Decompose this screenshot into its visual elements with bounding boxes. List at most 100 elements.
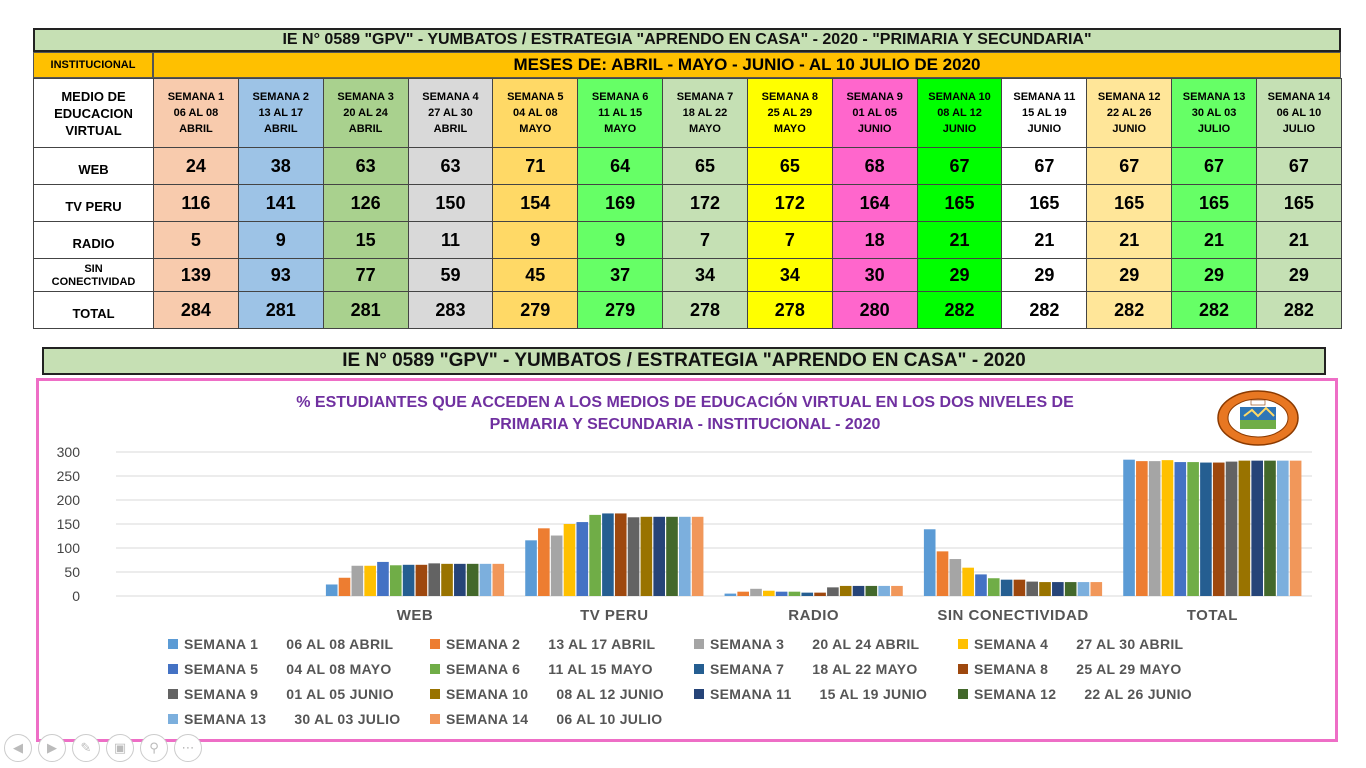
week-header-12: SEMANA 12 22 AL 26 JUNIO (1086, 78, 1173, 148)
legend-row: SEMANA 9 01 AL 05 JUNIO SEMANA 10 08 AL 12 … (168, 686, 1328, 711)
bar-web-semana-14 (492, 563, 505, 596)
x-category-label: SIN CONECTIVIDAD (937, 607, 1088, 624)
legend-series-range: 22 AL 26 JUNIO (1084, 686, 1193, 702)
bar-total-semana-10 (1238, 460, 1251, 596)
legend-row: SEMANA 13 30 AL 03 JULIO SEMANA 14 06 AL 10… (168, 711, 1328, 736)
table-cell: 154 (492, 184, 579, 222)
bar-web-semana-2 (338, 577, 351, 596)
legend-swatch (430, 664, 440, 674)
week-month: JULIO (1197, 123, 1231, 135)
bar-radio-semana-14 (891, 585, 903, 596)
chart-section-title: IE N° 0589 "GPV" - YUMBATOS / ESTRATEGIA… (42, 347, 1326, 375)
bar-radio-semana-8 (814, 592, 826, 596)
week-month: JUNIO (1112, 123, 1147, 135)
legend-entry: SEMANA 8 25 AL 29 MAYO (958, 661, 1182, 677)
table-cell: 165 (1086, 184, 1173, 222)
week-header-7: SEMANA 7 18 AL 22 MAYO (662, 78, 748, 148)
legend-swatch (430, 639, 440, 649)
table-row: TOTAL 284 281 281 283 279 279 278 278 280 282 282 28… (33, 291, 1342, 329)
table-cell: 67 (1086, 147, 1173, 185)
bar-web-semana-11 (454, 563, 466, 596)
legend-series-range: 18 AL 22 MAYO (812, 661, 918, 677)
week-name: SEMANA 1 (167, 91, 225, 103)
legend-series-name: SEMANA 5 (184, 661, 259, 677)
slideshow-toolbar: ◀ ▶ ✎ ▣ ⚲ ⋯ (4, 734, 234, 764)
bar-radio-semana-10 (839, 585, 852, 596)
legend-series-range: 20 AL 24 ABRIL (812, 636, 920, 652)
chart-title: % ESTUDIANTES QUE ACCEDEN A LOS MEDIOS D… (170, 392, 1200, 436)
prev-icon[interactable]: ◀ (4, 734, 32, 762)
table-cell: 7 (662, 221, 748, 259)
table-cell: 67 (1255, 147, 1342, 185)
legend-entry: SEMANA 12 22 AL 26 JUNIO (958, 686, 1192, 702)
week-name: SEMANA 7 (676, 91, 734, 103)
legend-series-name: SEMANA 8 (974, 661, 1049, 677)
week-name: SEMANA 5 (507, 91, 564, 103)
bar-total-semana-11 (1251, 460, 1263, 596)
legend-swatch (430, 714, 440, 724)
bar-sin-conectividad-semana-14 (1090, 582, 1103, 596)
table-cell: 65 (662, 147, 748, 185)
legend-series-name: SEMANA 2 (446, 636, 521, 652)
bar-web-semana-12 (466, 563, 479, 596)
week-range: 18 AL 22 (682, 107, 728, 119)
table-cell: 21 (1086, 221, 1173, 259)
table-cell: 279 (492, 291, 579, 329)
next-icon[interactable]: ▶ (38, 734, 66, 762)
table-cell: 59 (407, 258, 494, 292)
legend-swatch (694, 689, 704, 699)
bar-web-semana-1 (325, 584, 338, 596)
table-row: RADIO 5 9 15 11 9 9 7 7 18 21 21 21 21 21 (33, 221, 1342, 259)
table-cell: 165 (1171, 184, 1257, 222)
bar-radio-semana-4 (763, 590, 775, 596)
bar-sin-conectividad-semana-3 (949, 559, 962, 596)
week-header-6: SEMANA 6 11 AL 15 MAYO (577, 78, 664, 148)
y-tick-label: 300 (57, 444, 81, 460)
zoom-icon[interactable]: ⚲ (140, 734, 168, 762)
legend-series-name: SEMANA 9 (184, 686, 259, 702)
table-cell: 164 (831, 184, 918, 222)
bar-radio-semana-3 (750, 588, 762, 596)
bar-web-semana-13 (479, 563, 492, 596)
week-month: MAYO (773, 123, 806, 135)
y-tick-label: 250 (57, 468, 81, 484)
table-cell: 5 (153, 221, 239, 259)
bar-sin-conectividad-semana-8 (1013, 579, 1026, 596)
bar-web-semana-5 (377, 561, 389, 596)
week-name: SEMANA 14 (1267, 91, 1331, 103)
week-month: MAYO (519, 123, 552, 135)
institucional-label: INSTITUCIONAL (33, 52, 153, 78)
bar-sin-conectividad-semana-1 (923, 529, 936, 596)
legend-swatch (430, 689, 440, 699)
legend-entry: SEMANA 3 20 AL 24 ABRIL (694, 636, 919, 652)
legend-swatch (958, 689, 968, 699)
bar-sin-conectividad-semana-12 (1064, 582, 1077, 596)
slides-icon[interactable]: ▣ (106, 734, 134, 762)
bar-tv-peru-semana-2 (538, 528, 550, 596)
week-header-1: SEMANA 1 06 AL 08 ABRIL (153, 78, 239, 148)
pen-icon[interactable]: ✎ (72, 734, 100, 762)
legend-series-name: SEMANA 10 (446, 686, 529, 702)
table-cell: 169 (577, 184, 664, 222)
week-name: SEMANA 8 (761, 91, 819, 103)
legend-swatch (958, 664, 968, 674)
bar-sin-conectividad-semana-9 (1026, 581, 1039, 596)
bar-total-semana-6 (1187, 462, 1199, 596)
legend-swatch (168, 639, 178, 649)
table-cell: 29 (1255, 258, 1342, 292)
more-icon[interactable]: ⋯ (174, 734, 202, 762)
table-cell: 11 (407, 221, 494, 259)
bar-total-semana-9 (1225, 461, 1238, 596)
legend-series-range: 06 AL 08 ABRIL (286, 636, 394, 652)
table-cell: 278 (746, 291, 833, 329)
table-cell: 38 (237, 147, 324, 185)
week-range: 30 AL 03 (1191, 107, 1237, 119)
legend-swatch (958, 639, 968, 649)
table-cell: 34 (662, 258, 748, 292)
legend-swatch (168, 664, 178, 674)
table-cell: 9 (237, 221, 324, 259)
table-row: TV PERU 116 141 126 150 154 169 172 172 164 165 165… (33, 184, 1342, 222)
week-range: 27 AL 30 (428, 107, 473, 119)
table-cell: 283 (407, 291, 494, 329)
table-cell: 280 (831, 291, 918, 329)
